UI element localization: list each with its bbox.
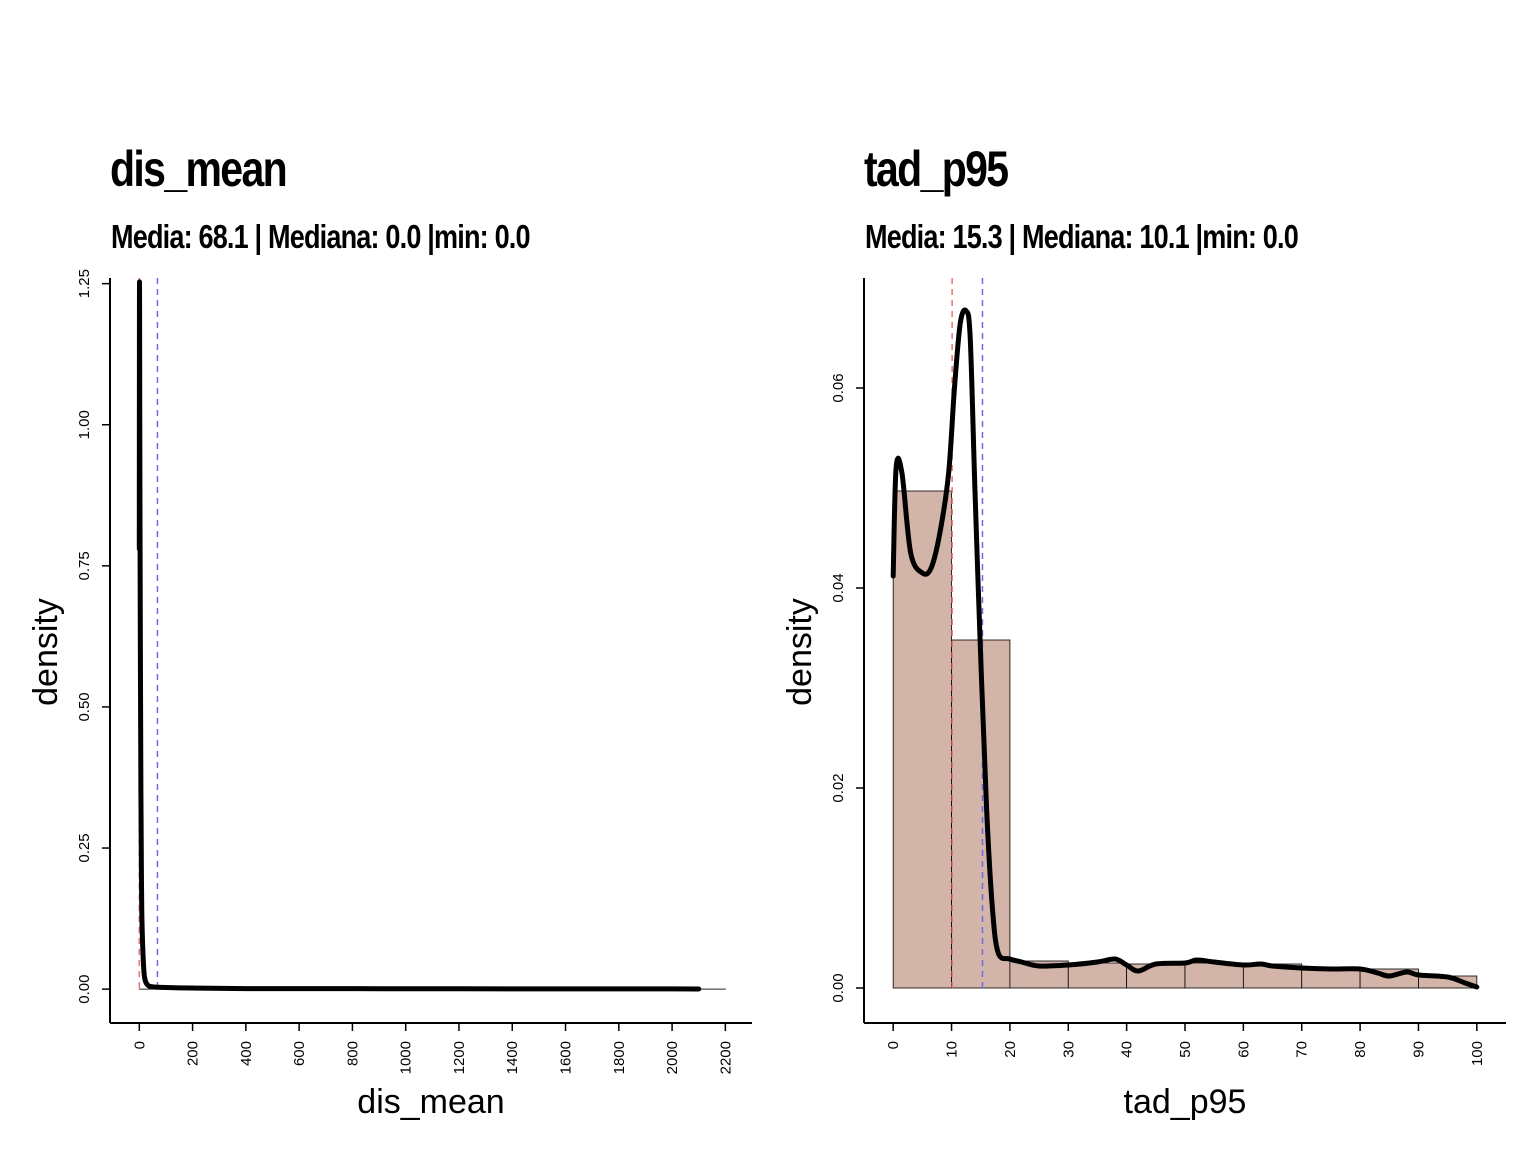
density-plot-dis-mean: 0 200 400 600 800 1000 1200 1400 1600 1800 2000 220… <box>27 269 752 1121</box>
x-axis-title: dis_mean <box>357 1083 504 1121</box>
x-tick-label: 90 <box>1410 1041 1427 1058</box>
chart-title: tad_p95 <box>864 141 1009 197</box>
x-tick-label: 2000 <box>664 1041 681 1074</box>
x-tick-label: 1800 <box>611 1041 628 1074</box>
y-tick-label: 0.50 <box>76 692 93 721</box>
density-plot-tad-p95: 0 10 20 30 40 50 60 70 80 90 100 0.00 0.02 0.04 0.06 ta… <box>781 278 1506 1121</box>
x-tick-label: 800 <box>344 1041 361 1066</box>
y-tick-label: 0.02 <box>830 773 847 802</box>
y-axis-title: density <box>27 598 65 706</box>
x-tick-label: 2200 <box>717 1041 734 1074</box>
chart-subtitle: Media: 68.1 | Mediana: 0.0 |min: 0.0 <box>111 218 531 255</box>
chart-title: dis_mean <box>110 141 288 197</box>
x-tick-label: 600 <box>291 1041 308 1066</box>
x-tick-label: 50 <box>1177 1041 1194 1058</box>
y-tick-label: 0.00 <box>76 975 93 1004</box>
x-tick-label: 400 <box>238 1041 255 1066</box>
y-tick-label: 0.04 <box>830 573 847 602</box>
x-tick-label: 80 <box>1352 1041 1369 1058</box>
x-tick-label: 1000 <box>398 1041 415 1074</box>
x-tick-label: 60 <box>1235 1041 1252 1058</box>
x-tick-label: 100 <box>1469 1041 1486 1066</box>
density-curve <box>890 307 1480 990</box>
x-tick-label: 0 <box>885 1041 902 1049</box>
x-axis-title: tad_p95 <box>1124 1083 1247 1121</box>
y-tick-label: 0.00 <box>830 973 847 1002</box>
chart-subtitle: Media: 15.3 | Mediana: 10.1 |min: 0.0 <box>865 218 1299 255</box>
y-tick-label: 1.00 <box>76 410 93 439</box>
x-tick-label: 0 <box>131 1041 148 1049</box>
x-tick-label: 10 <box>944 1041 961 1058</box>
y-tick-label: 0.75 <box>76 551 93 580</box>
density-curve <box>136 279 702 992</box>
y-tick-label: 0.25 <box>76 833 93 862</box>
x-tick-label: 1200 <box>451 1041 468 1074</box>
x-tick-label: 30 <box>1060 1041 1077 1058</box>
y-tick-label: 0.06 <box>830 373 847 402</box>
x-tick-label: 1600 <box>558 1041 575 1074</box>
x-tick-label: 20 <box>1002 1041 1019 1058</box>
histogram-bar <box>892 490 952 989</box>
histogram-bar <box>1184 962 1244 989</box>
chart-panel-dis-mean: dis_mean Media: 68.1 | Mediana: 0.0 |min… <box>0 0 760 1152</box>
chart-panel-tad-p95: tad_p95 Media: 15.3 | Mediana: 10.1 |min… <box>754 0 1514 1152</box>
histogram-bar <box>1067 962 1128 989</box>
x-tick-label: 200 <box>185 1041 202 1066</box>
y-axis-title: density <box>781 598 819 706</box>
y-tick-label: 1.25 <box>76 269 93 298</box>
x-tick-label: 70 <box>1294 1041 1311 1058</box>
x-tick-label: 1400 <box>504 1041 521 1074</box>
x-tick-label: 40 <box>1119 1041 1136 1058</box>
histogram-bar <box>1126 963 1186 989</box>
